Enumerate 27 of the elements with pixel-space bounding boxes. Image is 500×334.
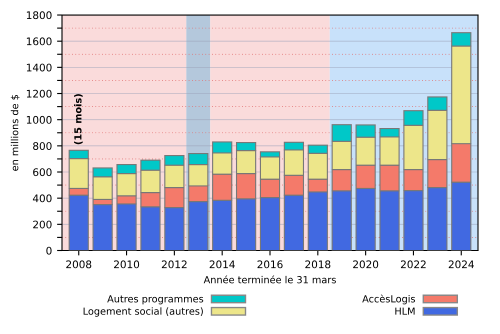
y-tick-label: 600 bbox=[33, 168, 52, 176]
y-tick-label: 0 bbox=[46, 246, 52, 255]
legend-label: AccèsLogis bbox=[362, 294, 416, 304]
legend-label: Logement social (autres) bbox=[84, 307, 203, 317]
x-axis-title: Année terminée le 31 mars bbox=[204, 275, 336, 284]
x-tick-label: 2016 bbox=[258, 260, 283, 268]
x-tick-label: 2014 bbox=[210, 260, 235, 268]
x-tick-label: 2024 bbox=[448, 260, 474, 268]
x-tick-label: 2022 bbox=[400, 260, 426, 268]
legend-label: HLM bbox=[395, 308, 415, 315]
y-tick-label: 1000 bbox=[26, 116, 52, 124]
y-tick-label: 1600 bbox=[26, 37, 52, 46]
y-tick-label: 400 bbox=[32, 194, 52, 202]
y-tick-label: 1200 bbox=[26, 90, 52, 98]
y-tick-label: 800 bbox=[33, 142, 52, 150]
annotation: (15 mois) bbox=[74, 94, 83, 144]
x-tick-label: 2012 bbox=[162, 260, 187, 268]
x-tick-label: 2010 bbox=[114, 260, 140, 268]
y-tick-label: 1800 bbox=[26, 11, 52, 20]
bar bbox=[92, 204, 113, 250]
y-axis-title: en millions de $ bbox=[10, 94, 20, 171]
x-tick-label: 2018 bbox=[305, 260, 330, 268]
y-tick-label: 200 bbox=[33, 220, 52, 228]
legend-label: Autres programmes bbox=[107, 295, 204, 304]
x-tick-label: 2020 bbox=[353, 260, 378, 268]
y-tick-label: 1400 bbox=[26, 64, 52, 72]
x-tick-label: 2008 bbox=[66, 260, 92, 268]
